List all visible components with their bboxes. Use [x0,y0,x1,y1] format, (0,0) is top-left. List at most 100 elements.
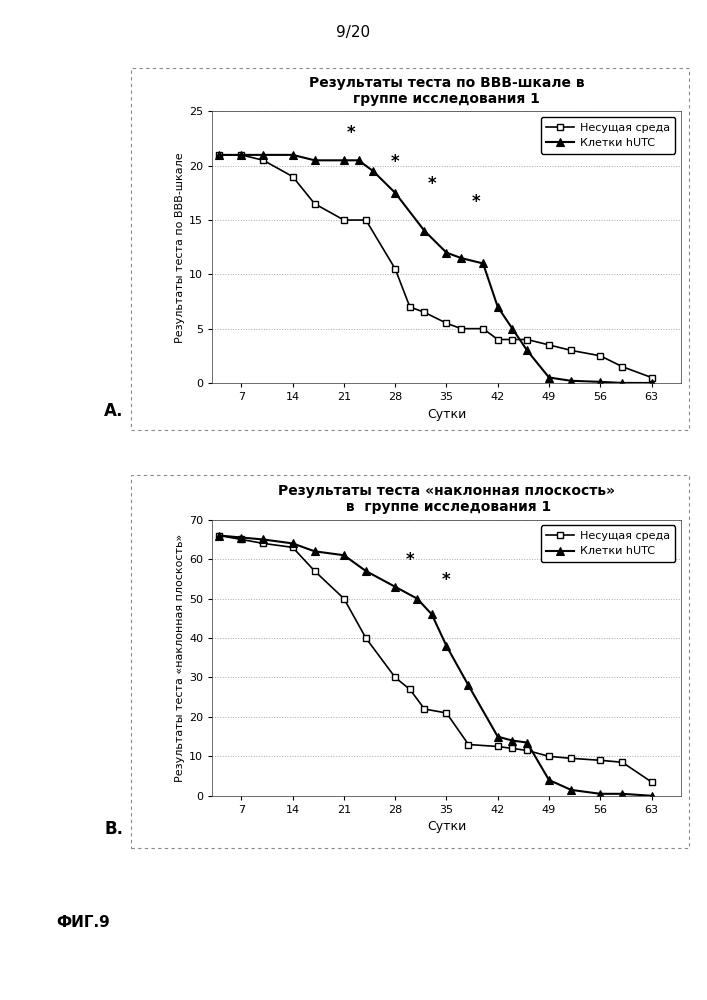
Y-axis label: Результаты теста «наклонная плоскость»: Результаты теста «наклонная плоскость» [175,534,185,782]
Несущая среда [288,171,297,183]
Клетки hUTC [443,247,451,259]
Text: *: * [428,175,436,193]
Несущая среда [479,323,487,335]
Text: *: * [442,571,451,589]
Несущая среда [362,632,370,644]
Несущая среда [259,537,268,549]
Text: *: * [472,193,480,211]
Legend: Несущая среда, Клетки hUTC: Несущая среда, Клетки hUTC [541,525,675,562]
Text: *: * [406,551,414,569]
Несущая среда [545,339,554,351]
Клетки hUTC [567,784,575,796]
Line: Клетки hUTC: Клетки hUTC [216,151,655,387]
Несущая среда [310,565,319,577]
Клетки hUTC [237,532,245,544]
Клетки hUTC [464,679,473,691]
Legend: Несущая среда, Клетки hUTC: Несущая среда, Клетки hUTC [541,117,675,154]
Клетки hUTC [428,608,436,620]
Клетки hUTC [618,788,626,800]
Несущая среда [618,756,626,768]
Несущая среда [406,683,414,695]
Клетки hUTC [354,154,363,166]
Клетки hUTC [443,640,451,652]
Клетки hUTC [259,149,268,161]
Клетки hUTC [369,165,378,177]
Text: A.: A. [104,402,124,420]
Несущая среда [596,754,604,766]
Клетки hUTC [493,731,502,743]
Несущая среда [508,334,517,346]
Клетки hUTC [545,774,554,786]
Клетки hUTC [288,537,297,549]
Клетки hUTC [420,225,428,237]
Клетки hUTC [391,187,399,199]
Несущая среда [522,744,531,756]
Несущая среда [522,334,531,346]
Клетки hUTC [215,530,223,542]
Клетки hUTC [596,376,604,388]
Несущая среда [237,533,245,545]
Клетки hUTC [362,565,370,577]
Клетки hUTC [391,581,399,593]
Несущая среда [420,703,428,715]
Клетки hUTC [567,375,575,387]
Несущая среда [443,707,451,719]
Клетки hUTC [339,154,348,166]
Y-axis label: Результаты теста по BBB-шкале: Результаты теста по BBB-шкале [175,152,185,343]
Несущая среда [648,372,656,384]
Line: Несущая среда: Несущая среда [216,532,655,785]
Несущая среда [545,750,554,762]
Несущая среда [237,149,245,161]
Клетки hUTC [310,545,319,557]
Text: B.: B. [105,820,124,838]
Клетки hUTC [648,377,656,389]
Клетки hUTC [413,593,421,605]
Несущая среда [310,198,319,210]
Клетки hUTC [545,372,554,384]
Несущая среда [339,593,348,605]
Несущая среда [288,541,297,553]
Text: 9/20: 9/20 [337,25,370,40]
Клетки hUTC [259,533,268,545]
Клетки hUTC [310,154,319,166]
Несущая среда [567,344,575,356]
Несущая среда [493,334,502,346]
Title: Результаты теста «наклонная плоскость»
 в  группе исследования 1: Результаты теста «наклонная плоскость» в… [278,484,615,514]
Несущая среда [215,149,223,161]
Несущая среда [457,323,465,335]
Клетки hUTC [596,788,604,800]
Клетки hUTC [648,790,656,802]
Text: *: * [347,124,356,142]
Несущая среда [567,752,575,764]
Line: Клетки hUTC: Клетки hUTC [216,532,655,800]
Клетки hUTC [457,252,465,264]
Несущая среда [508,742,517,754]
Text: *: * [391,153,399,171]
Несущая среда [596,350,604,362]
Line: Несущая среда: Несущая среда [216,152,655,381]
Несущая среда [362,214,370,226]
Несущая среда [339,214,348,226]
Клетки hUTC [288,149,297,161]
Несущая среда [215,530,223,542]
Несущая среда [259,154,268,166]
Клетки hUTC [508,735,517,747]
X-axis label: Сутки: Сутки [427,820,466,833]
Несущая среда [648,776,656,788]
Клетки hUTC [339,549,348,561]
Клетки hUTC [522,737,531,749]
Клетки hUTC [618,377,626,389]
Title: Результаты теста по BBB-шкале в
группе исследования 1: Результаты теста по BBB-шкале в группе и… [309,76,584,106]
Клетки hUTC [522,344,531,356]
Несущая среда [464,739,473,751]
Клетки hUTC [479,257,487,269]
Несущая среда [391,671,399,683]
Клетки hUTC [237,149,245,161]
Несущая среда [391,263,399,275]
Клетки hUTC [215,149,223,161]
Несущая среда [618,361,626,373]
Несущая среда [406,301,414,313]
Клетки hUTC [508,323,517,335]
Несущая среда [420,306,428,318]
Несущая среда [493,740,502,752]
